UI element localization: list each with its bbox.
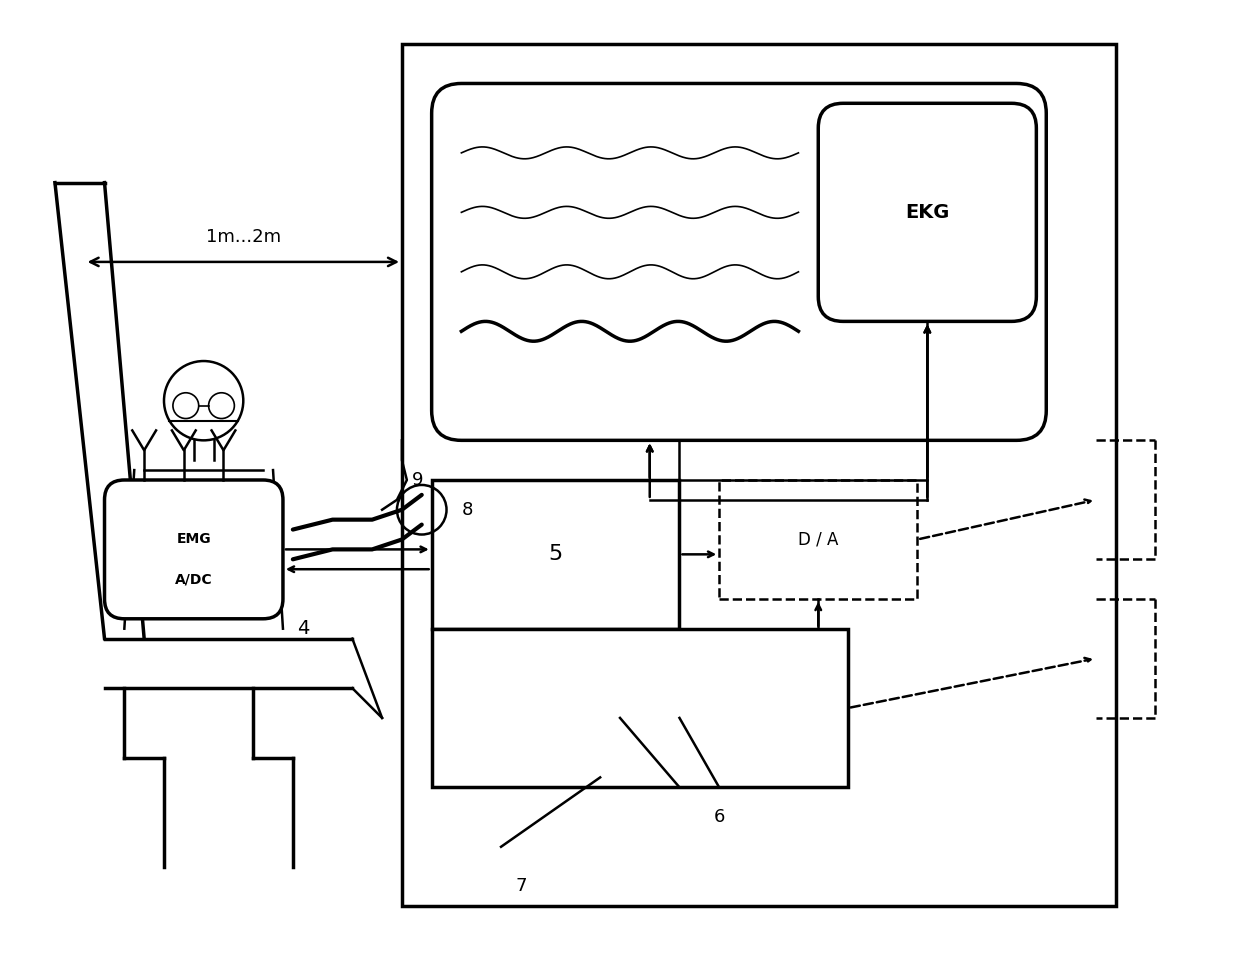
Text: 8: 8 bbox=[461, 501, 472, 518]
Text: 1m...2m: 1m...2m bbox=[206, 228, 281, 246]
Text: EMG: EMG bbox=[176, 533, 211, 546]
Bar bbox=[432, 480, 680, 629]
FancyBboxPatch shape bbox=[104, 480, 283, 619]
Text: 6: 6 bbox=[713, 808, 725, 826]
Text: D / A: D / A bbox=[799, 531, 838, 548]
Text: 4: 4 bbox=[296, 619, 309, 638]
Text: EKG: EKG bbox=[905, 203, 950, 222]
Bar bbox=[719, 480, 918, 599]
Text: 5: 5 bbox=[548, 544, 563, 564]
FancyBboxPatch shape bbox=[432, 84, 1047, 441]
Text: A/DC: A/DC bbox=[175, 572, 212, 587]
Text: 9: 9 bbox=[412, 471, 423, 489]
FancyBboxPatch shape bbox=[818, 104, 1037, 322]
Text: 7: 7 bbox=[515, 877, 527, 896]
Bar bbox=[402, 44, 1116, 906]
Bar bbox=[432, 629, 848, 787]
